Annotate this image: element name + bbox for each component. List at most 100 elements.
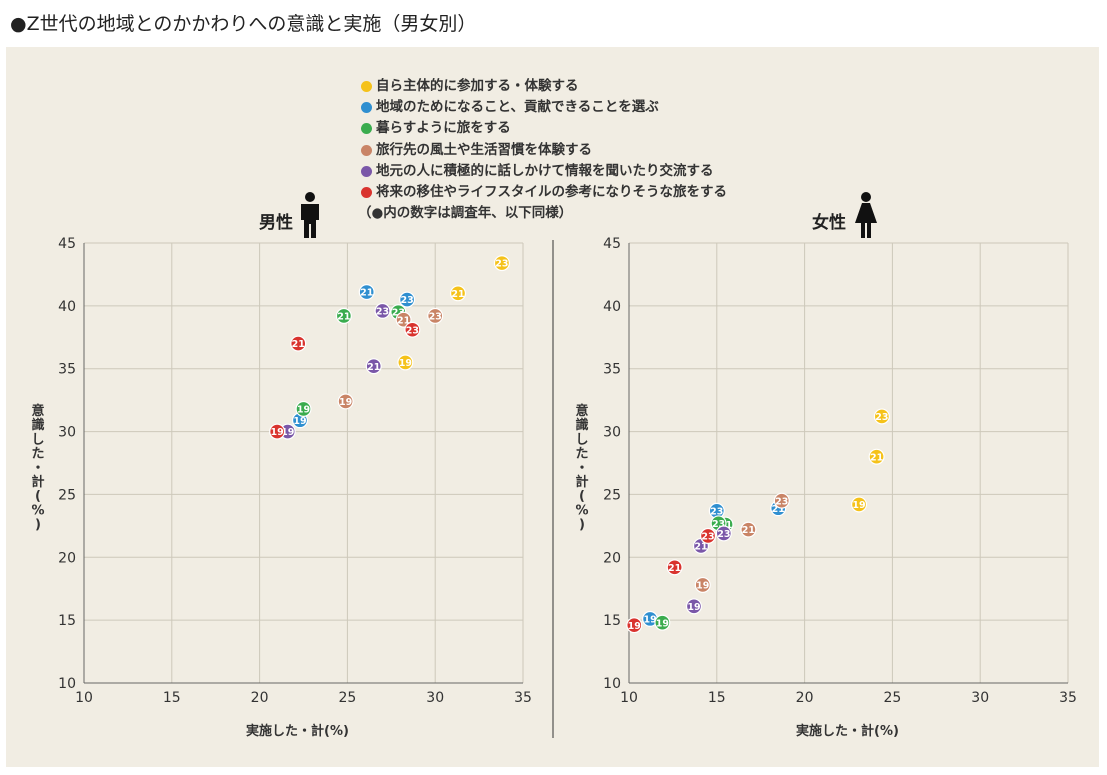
data-point: 19 [642, 610, 659, 627]
data-point-label: 19 [281, 427, 294, 438]
data-point-label: 19 [656, 618, 669, 629]
data-point: 19 [694, 576, 711, 593]
x-tick-label: 30 [971, 690, 989, 706]
legend-label: 地域のためになること、貢献できることを選ぶ [376, 99, 659, 116]
data-point: 23 [773, 492, 790, 509]
legend-label: 将来の移住やライフスタイルの参考になりそうな旅をする [376, 183, 727, 200]
data-point-label: 19 [293, 416, 306, 427]
data-point: 23 [404, 321, 421, 338]
data-point: 23 [708, 502, 725, 519]
data-point-label: 19 [852, 500, 865, 511]
legend: 自ら主体的に参加する・体験する 地域のためになること、貢献できることを選ぶ 暮ら… [358, 76, 727, 224]
y-tick-label: 30 [603, 425, 621, 441]
data-point-marker [873, 408, 890, 425]
chart-female: 10 15 20 25 30 35 10 15 20 25 30 35 40 45 実施した・計(%) 意識し… [575, 192, 1077, 739]
data-point-marker [404, 321, 421, 338]
data-point-marker [715, 525, 732, 542]
y-tick-label: 20 [603, 550, 621, 566]
data-point-label: 23 [710, 506, 723, 517]
male-figure-icon [301, 192, 319, 238]
data-point-marker [335, 307, 352, 324]
data-point-label: 21 [772, 504, 785, 515]
x-tick-label: 15 [163, 690, 181, 706]
data-point: 23 [700, 527, 717, 544]
data-point-label: 19 [643, 614, 656, 625]
legend-item: 将来の移住やライフスタイルの参考になりそうな旅をする [358, 182, 727, 203]
data-point-label: 21 [668, 563, 681, 574]
y-axis-label: 意識した・計(%) [575, 403, 588, 533]
x-axis-label: 実施した・計(%) [246, 723, 349, 739]
data-point-label: 23 [406, 325, 419, 336]
y-tick-label: 35 [603, 362, 621, 378]
legend-dot [361, 81, 372, 93]
data-point: 21 [740, 521, 757, 538]
data-point-marker [290, 335, 307, 352]
data-point-marker [773, 492, 790, 509]
legend-dot [361, 165, 372, 177]
data-point: 19 [397, 354, 414, 371]
data-point-marker [399, 291, 416, 308]
x-tick-label: 30 [426, 690, 444, 706]
data-point: 23 [873, 408, 890, 425]
data-point-label: 21 [337, 312, 350, 323]
data-point: 19 [626, 617, 643, 634]
female-head [861, 192, 871, 202]
data-point-marker [374, 302, 391, 319]
data-point: 19 [851, 496, 868, 513]
data-point-label: 23 [875, 412, 888, 423]
data-point-marker [358, 284, 375, 301]
legend-dot [361, 144, 372, 156]
data-point: 19 [295, 400, 312, 417]
data-point-marker [700, 527, 717, 544]
data-point: 21 [290, 335, 307, 352]
data-point-label: 19 [628, 621, 641, 632]
data-point: 21 [365, 358, 382, 375]
x-tick-label: 35 [514, 690, 532, 706]
data-point-label: 23 [429, 312, 442, 323]
data-point-label: 23 [392, 308, 405, 319]
chart-subtitle: 男性 [259, 212, 293, 233]
data-point-marker [851, 496, 868, 513]
chart-subtitle: 女性 [812, 212, 846, 233]
x-tick-label: 20 [251, 690, 269, 706]
data-point: 19 [337, 393, 354, 410]
data-point-label: 23 [717, 529, 730, 540]
data-point-marker [427, 307, 444, 324]
y-tick-label: 30 [58, 425, 76, 441]
data-point-marker [295, 400, 312, 417]
data-point: 23 [493, 255, 510, 272]
legend-dot [361, 187, 372, 199]
x-axis-label: 実施した・計(%) [796, 723, 899, 739]
data-point: 19 [654, 614, 671, 631]
y-tick-label: 10 [58, 676, 76, 692]
data-point-label: 19 [297, 405, 310, 416]
data-point-marker [450, 285, 467, 302]
data-point-label: 23 [495, 259, 508, 270]
data-point: 21 [335, 307, 352, 324]
legend-label: 自ら主体的に参加する・体験する [376, 78, 579, 94]
x-tick-label: 35 [1059, 690, 1077, 706]
data-point-label: 23 [400, 295, 413, 306]
chart-title: ●Z世代の地域とのかかわりへの意識と実施（男女別） [10, 13, 477, 35]
x-tick-label: 10 [620, 690, 638, 706]
data-point: 21 [450, 285, 467, 302]
data-point-label: 19 [399, 358, 412, 369]
legend-item: 地域のためになること、貢献できることを選ぶ [358, 97, 727, 118]
y-tick-label: 15 [603, 613, 621, 629]
data-point-marker [654, 614, 671, 631]
x-tick-label: 25 [338, 690, 356, 706]
data-point-label: 19 [696, 581, 709, 592]
data-point: 23 [399, 291, 416, 308]
legend-item: 地元の人に積極的に話しかけて情報を聞いたり交流する [358, 161, 727, 182]
male-body [301, 204, 319, 238]
data-point-label: 23 [775, 496, 788, 507]
data-point-label: 21 [870, 452, 883, 463]
male-head [305, 192, 315, 202]
data-point-label: 21 [742, 525, 755, 536]
data-point-marker [365, 358, 382, 375]
y-tick-label: 45 [603, 236, 621, 252]
legend-note: （●内の数字は調査年、以下同様） [358, 205, 573, 222]
x-tick-label: 10 [75, 690, 93, 706]
data-point-marker [395, 311, 412, 328]
data-point-marker [493, 255, 510, 272]
